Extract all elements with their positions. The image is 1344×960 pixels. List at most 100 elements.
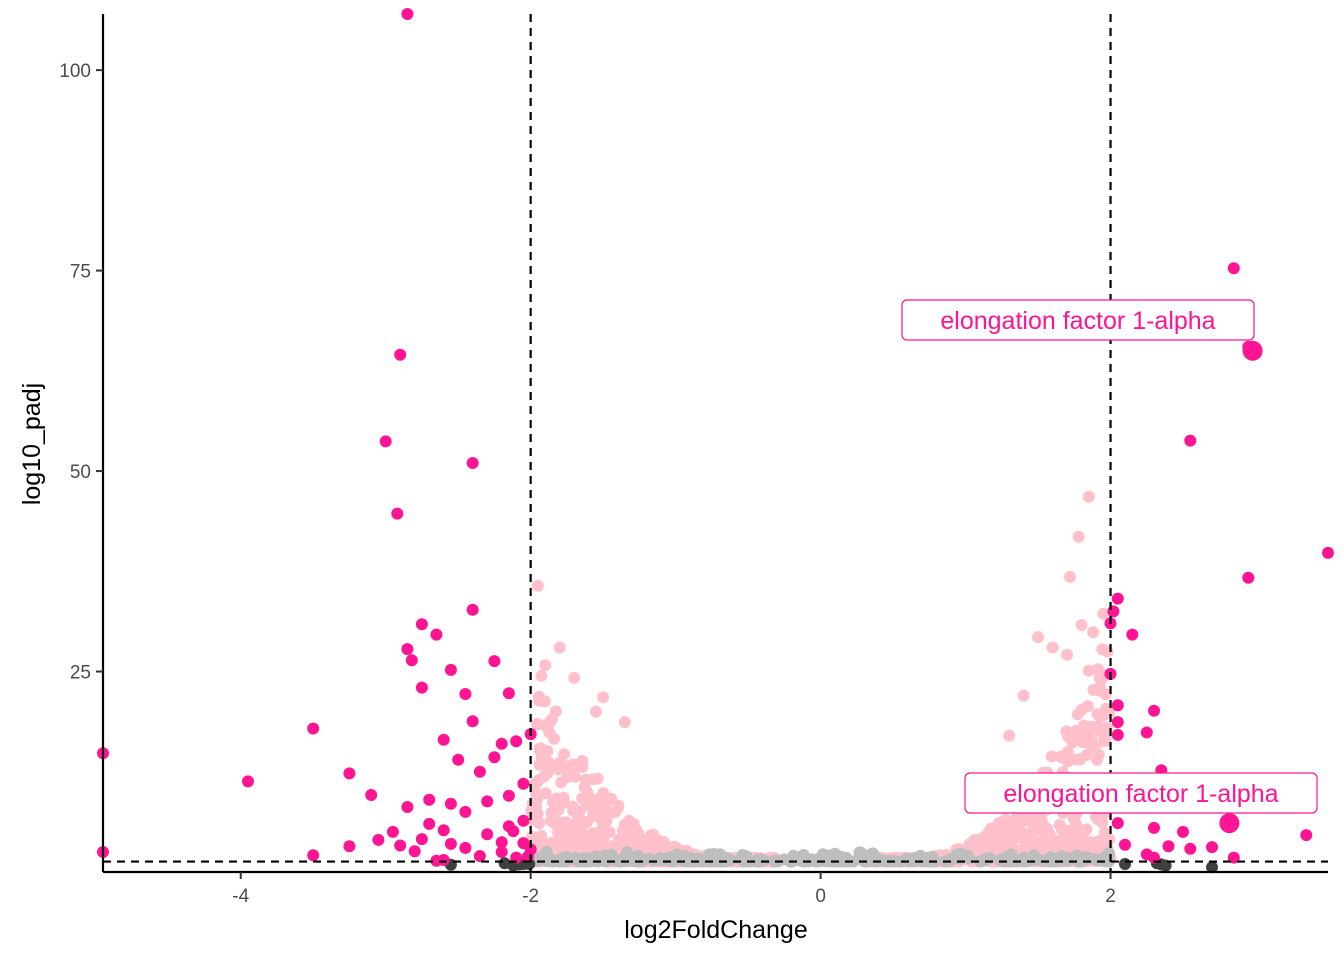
y-tick-label: 25 <box>70 663 91 684</box>
point-cloud <box>1085 734 1098 747</box>
point-cloud <box>1094 854 1107 866</box>
point-cloud <box>600 791 613 804</box>
point-cloud <box>566 800 579 813</box>
point-cloud <box>581 816 593 829</box>
point-significant <box>1148 821 1160 834</box>
point-significant <box>510 735 523 748</box>
point-significant <box>365 789 378 801</box>
point-significant <box>1300 829 1313 842</box>
point-significant <box>517 837 530 850</box>
point-cloud <box>1058 751 1071 764</box>
point-cloud <box>1070 818 1083 831</box>
point-significant <box>517 814 530 827</box>
point-significant <box>415 618 428 631</box>
point-significant <box>423 793 436 806</box>
point-significant <box>466 715 479 728</box>
point-cloud <box>544 814 557 827</box>
point-cloud <box>1021 852 1034 865</box>
point-cloud <box>540 845 553 858</box>
point-cloud <box>1011 831 1024 844</box>
point-cloud <box>963 852 976 865</box>
point-significant <box>343 767 356 780</box>
point-significant <box>1242 571 1255 584</box>
point-cloud <box>543 716 556 729</box>
point-cloud <box>1062 854 1075 866</box>
point-significant <box>430 628 443 641</box>
point-cloud <box>626 821 639 834</box>
point-cloud <box>999 813 1012 826</box>
point-significant <box>401 801 414 813</box>
point-cloud <box>564 762 577 775</box>
y-tick-label: 100 <box>59 61 91 82</box>
point-cloud <box>529 786 542 799</box>
point-cloud <box>591 772 604 785</box>
point-cloud <box>531 807 544 820</box>
point-large-fold-change <box>553 641 566 654</box>
point-significant <box>437 824 450 837</box>
y-tick-label: 75 <box>70 262 91 283</box>
point-cloud <box>533 758 546 771</box>
point-significant <box>1126 628 1139 641</box>
reference-lines <box>103 14 1328 872</box>
point-cloud <box>571 814 584 827</box>
point-significant <box>1148 704 1160 717</box>
point-significant <box>394 839 407 852</box>
point-cloud <box>653 854 666 867</box>
point-large-fold-change <box>1061 648 1074 661</box>
point-cloud <box>605 848 618 861</box>
annotation-box <box>964 772 1318 814</box>
point-significant <box>1162 840 1175 853</box>
point-large-fold-change <box>531 579 544 592</box>
point-significant <box>1111 592 1124 605</box>
point-significant <box>1206 841 1218 854</box>
point-cloud <box>787 849 800 862</box>
point-cloud <box>1000 854 1013 866</box>
point-cloud <box>1026 837 1039 850</box>
point-labeled <box>1242 340 1263 361</box>
point-cloud <box>981 832 994 845</box>
point-significant <box>1184 434 1197 447</box>
point-large-fold-change <box>1101 645 1114 658</box>
point-cloud <box>635 854 648 866</box>
point-cloud <box>598 812 610 825</box>
point-cloud <box>926 850 939 863</box>
point-significant <box>452 753 465 766</box>
point-cloud <box>1070 753 1083 766</box>
point-cloud <box>590 850 602 863</box>
point-cloud <box>995 840 1008 852</box>
point-significant <box>1111 699 1124 712</box>
point-significant <box>1227 262 1240 275</box>
point-cloud <box>531 718 544 731</box>
point-significant <box>481 828 494 841</box>
point-cloud <box>543 726 556 739</box>
point-cloud <box>757 854 769 867</box>
point-significant <box>1322 546 1334 559</box>
point-significant <box>1111 817 1124 830</box>
point-cloud <box>1084 836 1097 849</box>
point-significant <box>473 850 486 862</box>
point-cloud <box>833 855 846 868</box>
point-significant <box>444 797 457 810</box>
point-significant <box>495 836 508 849</box>
point-not-significant <box>498 857 511 870</box>
point-cloud <box>1093 672 1106 684</box>
point-cloud <box>545 836 558 849</box>
point-significant <box>488 751 501 764</box>
point-large-fold-change <box>1075 619 1088 631</box>
point-large-fold-change <box>1097 607 1110 620</box>
point-cloud <box>555 776 568 789</box>
point-significant <box>459 805 472 818</box>
point-cloud <box>1045 750 1058 763</box>
point-cloud <box>541 855 554 868</box>
point-cloud <box>535 742 548 755</box>
y-tick-label: 50 <box>70 462 91 483</box>
point-labeled <box>1219 813 1240 834</box>
point-significant <box>401 643 414 656</box>
y-axis-title: log10_padj <box>18 383 46 505</box>
point-cloud <box>778 853 790 866</box>
point-large-fold-change <box>1087 626 1100 639</box>
point-significant <box>423 817 436 830</box>
point-significant <box>391 507 404 520</box>
point-significant <box>507 825 520 838</box>
point-significant <box>1119 838 1131 851</box>
